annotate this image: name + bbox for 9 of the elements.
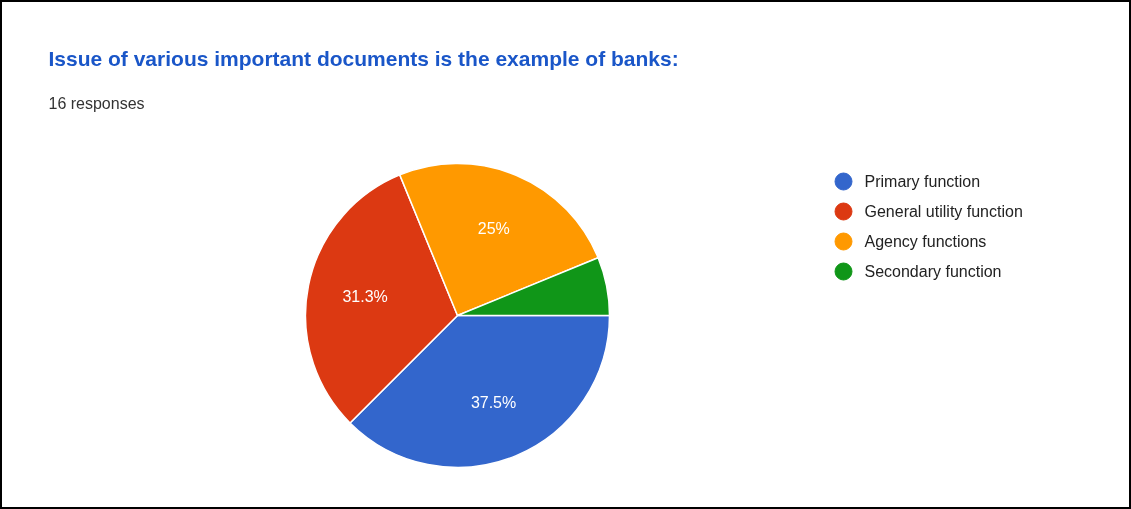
legend-label: Primary function [864, 173, 981, 190]
legend-label: Agency functions [864, 233, 987, 250]
legend-label: Secondary function [864, 263, 1002, 280]
legend-label: General utility function [864, 203, 1023, 220]
data-label: 37.5% [470, 394, 517, 412]
text: 16 responses [48, 95, 145, 112]
data-label: 31.3% [342, 288, 388, 306]
data-label: 25% [477, 220, 510, 238]
chart-title: Issue of various important documents is the example of banks: [48, 47, 679, 70]
